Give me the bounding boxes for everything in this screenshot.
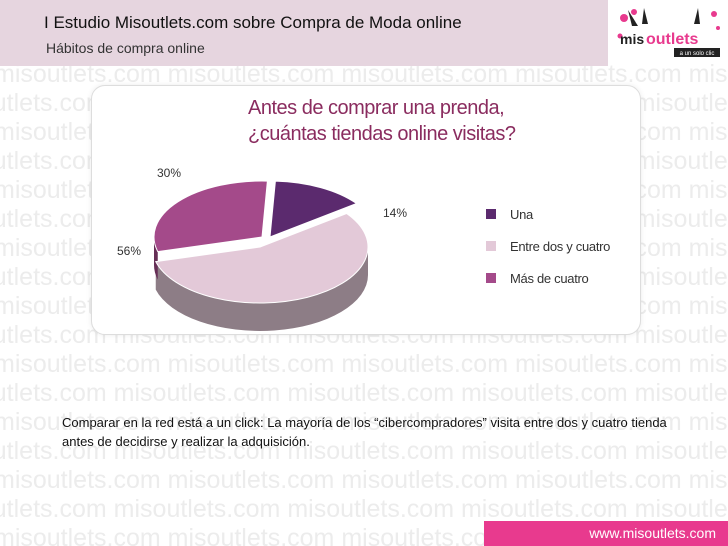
- watermark-row: misoutlets.com misoutlets.com misoutlets…: [0, 466, 728, 494]
- pie-slice-side: [154, 237, 158, 280]
- footer-website-link[interactable]: www.misoutlets.com: [589, 525, 716, 541]
- chart-caption: Comparar en la red está a un click: La m…: [62, 415, 667, 449]
- watermark-row: misoutlets.com misoutlets.com misoutlets…: [0, 379, 728, 407]
- logo-tagline-bg: [674, 48, 720, 57]
- misoutlets-logo: mis outlets a un solo clic: [617, 8, 720, 57]
- legend-label: Entre dos y cuatro: [510, 238, 611, 254]
- chart-title-line-2: ¿cuántas tiendas online visitas?: [248, 123, 516, 145]
- legend-swatch-mas: [486, 273, 496, 283]
- chart-title: Antes de comprar una prenda, ¿cuántas ti…: [248, 95, 578, 147]
- watermark-row: misoutlets.com misoutlets.com misoutlets…: [0, 408, 728, 436]
- legend-label: Una: [510, 206, 533, 222]
- page-title: I Estudio Misoutlets.com sobre Compra de…: [44, 13, 462, 32]
- chart-title-line-1: Antes de comprar una prenda,: [248, 97, 505, 119]
- legend-swatch-entre: [486, 241, 496, 251]
- legend-label: Más de cuatro: [510, 270, 589, 286]
- pie-slice-side: [155, 247, 368, 331]
- page-subtitle: Hábitos de compra online: [46, 40, 205, 56]
- pie-data-label: 56%: [117, 244, 141, 258]
- watermark-row: misoutlets.com misoutlets.com misoutlets…: [0, 350, 728, 378]
- pie-data-label: 14%: [383, 206, 407, 220]
- legend-item: Una: [486, 198, 610, 230]
- chart-legend: Una Entre dos y cuatro Más de cuatro: [486, 198, 610, 294]
- pie-data-label: 30%: [157, 166, 181, 180]
- legend-swatch-una: [486, 209, 496, 219]
- pie-slice: [153, 180, 268, 253]
- header-banner: I Estudio Misoutlets.com sobre Compra de…: [0, 0, 608, 66]
- pie-slice: [154, 212, 369, 304]
- logo-text-outlets: outlets: [646, 31, 699, 48]
- pie-chart: 14% 56% 30%: [117, 166, 407, 331]
- legend-item: Entre dos y cuatro: [486, 230, 610, 262]
- watermark-row: misoutlets.com misoutlets.com misoutlets…: [0, 437, 728, 465]
- watermark-row: misoutlets.com misoutlets.com misoutlets…: [0, 495, 728, 523]
- logo-tagline: a un solo clic: [680, 51, 715, 57]
- pie-slice: [269, 180, 358, 238]
- logo-text-mis: mis: [620, 31, 644, 47]
- legend-item: Más de cuatro: [486, 262, 610, 294]
- footer-bar: www.misoutlets.com: [484, 521, 728, 546]
